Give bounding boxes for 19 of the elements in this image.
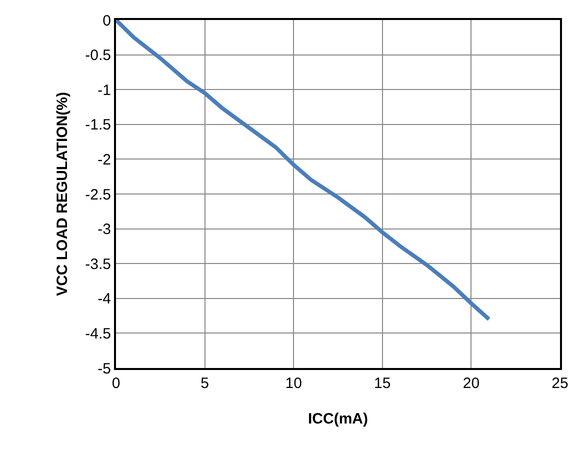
x-tick-label: 20 (462, 375, 480, 392)
x-tick-label: 25 (552, 375, 568, 392)
y-tick-label: -4 (98, 290, 111, 308)
x-tick-label: 15 (374, 375, 391, 392)
y-tick-label: -5 (98, 360, 111, 378)
y-tick-label: -1.5 (85, 116, 111, 134)
x-tick-label: 5 (200, 375, 209, 392)
y-tick-label: -4.5 (85, 325, 111, 342)
y-tick-label: -3.5 (85, 256, 111, 273)
y-tick-label: -2 (98, 151, 111, 168)
y-tick-label: -0.5 (85, 47, 111, 64)
y-axis-title: VCC LOAD REGULATION(%) (54, 92, 71, 296)
y-tick-label: 0 (102, 12, 111, 30)
x-axis-title: ICC(mA) (308, 410, 368, 428)
x-tick-label: 10 (285, 375, 302, 392)
y-tick-label: -3 (98, 221, 111, 238)
y-tick-label: -2.5 (85, 186, 111, 204)
line-series (116, 20, 491, 322)
y-tick-label: -1 (98, 82, 111, 99)
